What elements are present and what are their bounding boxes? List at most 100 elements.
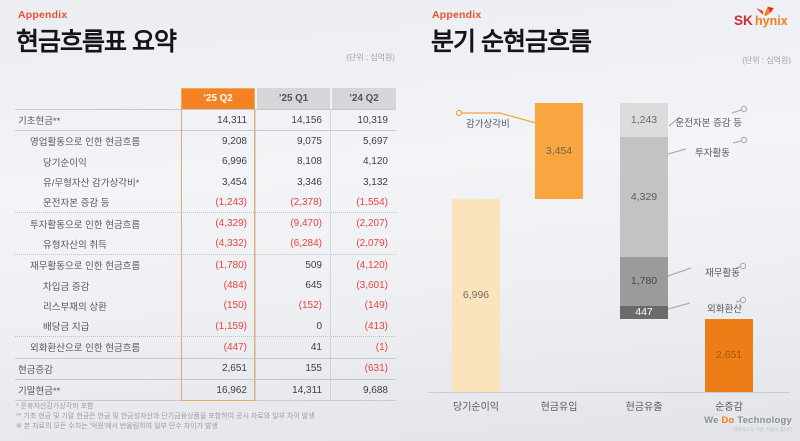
cell-value: 3,346	[255, 171, 330, 193]
cell-value: (631)	[330, 358, 396, 379]
bar-segment: 6,996	[452, 198, 500, 392]
footer-technology: Technology	[737, 415, 792, 426]
footnote-2: ** 기초 현금 및 기말 현금은 현금 및 현금성자산과 단기금융상품을 포함…	[16, 413, 315, 420]
cell-value: 6,996	[221, 156, 247, 168]
row-label: 리스부채의 상환	[43, 301, 107, 313]
callout-depreciation: 감가상각비	[466, 119, 510, 130]
table-row: 기초현금** 14,311 14,156 10,319	[15, 109, 396, 131]
cell-value: (447)	[223, 341, 247, 353]
cell-value: 41	[255, 337, 330, 358]
category-label: 현금유출	[625, 402, 663, 413]
cell-value: (3,601)	[330, 275, 396, 296]
row-label: 기말현금**	[18, 386, 61, 397]
row-label: 투자활동으로 인한 현금흐름	[30, 219, 141, 231]
table-row: 영업활동으로 인한 현금흐름 9,208 9,075 5,697	[15, 130, 396, 152]
table-row: 리스부채의 상환 (150) (152) (149)	[15, 295, 396, 316]
bar-segment: 3,454	[535, 103, 583, 199]
cell-value: (4,120)	[330, 255, 396, 276]
row-label: 유/무형자산 감가상각비*	[43, 178, 140, 190]
cell-value: 645	[255, 275, 330, 296]
cell-value: (1,243)	[215, 196, 247, 208]
cell-value: 16,962	[216, 384, 247, 396]
bar-segment: 1,780	[620, 257, 668, 307]
bar-value-label: 4,329	[630, 190, 658, 203]
cell-value: 9,075	[255, 131, 330, 152]
cell-value: (1)	[330, 337, 396, 358]
logo-hynix-text: hynix	[755, 14, 788, 28]
cell-value: 8,108	[255, 151, 330, 172]
column-header-25q2: ’25 Q2	[181, 88, 255, 109]
callout-investing: 투자활동	[695, 148, 730, 159]
we-do-technology-footer: We Do Technology 하이닉스가 하면, 기술이 됩니다	[704, 415, 792, 433]
depreciation-callout-dot-icon	[455, 109, 463, 117]
cashflow-summary-panel: Appendix 현금흐름표 요약 (단위 : 십억원) ’25 Q2 ’25 …	[15, 9, 396, 430]
x-axis-line	[428, 392, 790, 393]
table-row: 차입금 증감 (484) 645 (3,601)	[15, 275, 396, 296]
row-label: 유형자산의 취득	[43, 239, 107, 251]
cell-value: (6,284)	[255, 233, 330, 255]
cell-value: 14,311	[255, 379, 330, 401]
bar-segment: 1,243	[620, 103, 668, 138]
unit-label-left: (단위 : 십억원)	[346, 53, 395, 62]
table-row: 유/무형자산 감가상각비* 3,454 3,346 3,132	[15, 171, 396, 193]
cell-value: (1,554)	[330, 192, 396, 213]
bar-segment: 447	[620, 306, 668, 319]
cell-value: 5,697	[330, 131, 396, 152]
cell-value: (1,159)	[215, 320, 247, 332]
column-header-25q1: ’25 Q1	[257, 88, 330, 109]
cell-value: 10,319	[330, 110, 396, 131]
bar-value-label: 1,243	[630, 113, 658, 126]
cell-value: 9,688	[330, 379, 396, 401]
cell-value: 14,156	[255, 110, 330, 131]
row-label: 차입금 증감	[43, 281, 90, 293]
bar-value-label: 1,780	[630, 275, 658, 288]
row-label: 운전자본 증감 등	[43, 198, 110, 210]
row-label: 기초현금**	[18, 116, 61, 128]
cell-value: (149)	[330, 295, 396, 316]
cell-value: 3,132	[330, 171, 396, 193]
table-row: 배당금 지급 (1,159) 0 (413)	[15, 315, 396, 337]
fx-callout-line	[667, 302, 691, 310]
cell-value: (150)	[223, 300, 247, 312]
depreciation-callout-line	[462, 112, 537, 124]
table-row: 운전자본 증감 등 (1,243) (2,378) (1,554)	[15, 192, 396, 213]
cell-value: (9,470)	[255, 213, 330, 234]
header-spacer	[15, 88, 181, 109]
bar-value-label: 3,454	[545, 144, 573, 157]
cell-value: (4,329)	[215, 218, 247, 230]
cell-value: (1,780)	[215, 259, 247, 271]
category-label: 당기순이익	[453, 402, 499, 413]
cell-value: 14,311	[217, 114, 247, 126]
unit-label-right: (단위 : 십억원)	[742, 56, 791, 65]
bar-value-label: 6,996	[462, 289, 490, 301]
table-row: 현금증감 2,651 155 (631)	[15, 357, 396, 379]
cell-value: 155	[255, 358, 330, 379]
bar-segment: 2,651	[705, 318, 753, 392]
row-label: 배당금 지급	[43, 322, 90, 334]
column-header-24q2: ’24 Q2	[332, 88, 396, 109]
sk-hynix-logo: SK hynix	[734, 6, 788, 28]
table-row: 기말현금** 16,962 14,311 9,688	[15, 378, 396, 401]
appendix-eyebrow-left: Appendix	[18, 9, 68, 21]
bar-segment: 4,329	[620, 137, 668, 258]
butterfly-wing-left-icon	[756, 8, 763, 15]
cell-value: 2,651	[221, 363, 247, 375]
bar-value-label: 447	[635, 306, 653, 319]
callout-financing: 재무활동	[705, 268, 740, 279]
financing-callout-dot-icon	[739, 262, 747, 270]
working-capital-callout-line	[668, 116, 681, 127]
table-row: 당기순이익 6,996 8,108 4,120	[15, 151, 396, 172]
page-title-right: 분기 순현금흐름	[431, 28, 592, 56]
butterfly-wing-right-icon	[764, 6, 773, 16]
page-title-left: 현금흐름표 요약	[16, 28, 177, 56]
financing-callout-line	[667, 267, 692, 277]
callout-connector-lines	[455, 105, 748, 310]
cell-value: (2,378)	[255, 192, 330, 213]
cell-value: (4,332)	[215, 238, 247, 250]
investing-callout-line	[667, 148, 687, 155]
callout-fx: 외화환산	[707, 304, 742, 315]
callout-working-capital: 운전자본 증감 등	[675, 118, 742, 129]
table-header-row: ’25 Q2 ’25 Q1 ’24 Q2	[15, 88, 396, 109]
table-body: 기초현금** 14,311 14,156 10,319 영업활동으로 인한 현금흐름 9,…	[15, 109, 396, 402]
cell-value: (152)	[255, 295, 330, 316]
